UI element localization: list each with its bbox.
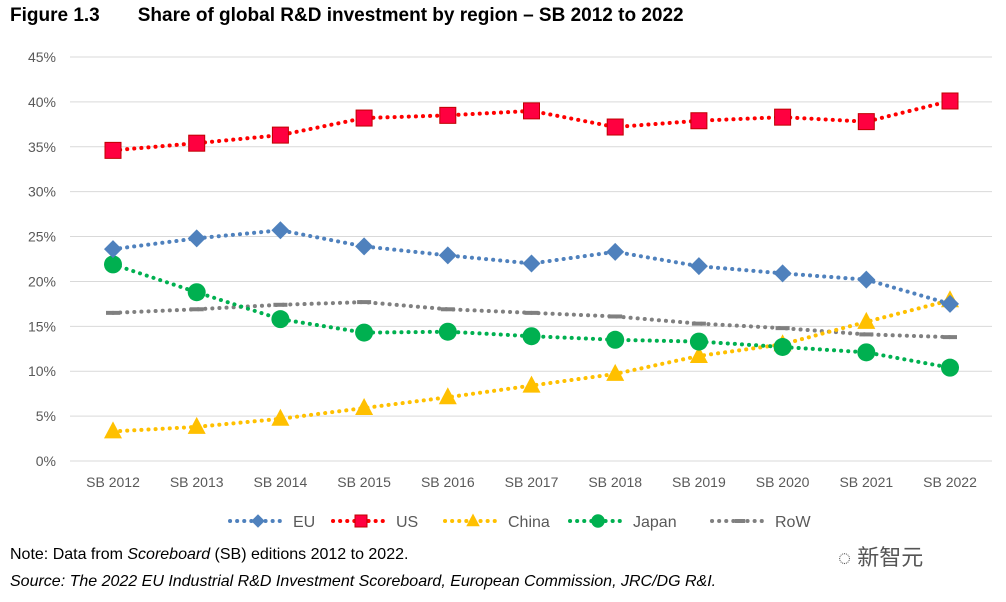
data-point-us xyxy=(774,108,792,126)
data-point-china xyxy=(689,345,708,363)
legend-marker-eu xyxy=(251,514,265,528)
data-point-us xyxy=(857,113,875,131)
y-tick-label: 15% xyxy=(28,318,56,334)
legend-label-us: US xyxy=(396,514,418,531)
title-text: Share of global R&D investment by region… xyxy=(137,5,684,26)
data-point-eu xyxy=(773,264,792,283)
data-point-eu xyxy=(522,254,541,273)
data-point-eu xyxy=(606,242,625,261)
data-point-china xyxy=(606,363,625,381)
x-tick-label: SB 2022 xyxy=(923,474,977,490)
data-point-china xyxy=(438,387,457,405)
y-tick-label: 30% xyxy=(28,184,56,200)
watermark-logo: ◌ 新智元 xyxy=(838,540,923,572)
data-point-eu xyxy=(271,221,290,240)
series-line-china xyxy=(111,298,952,434)
data-point-us xyxy=(523,102,540,120)
note-italic: Scoreboard xyxy=(127,546,211,563)
x-tick-label: SB 2020 xyxy=(756,474,810,490)
data-point-eu xyxy=(857,270,876,289)
data-point-us xyxy=(104,141,122,159)
legend-marker-us xyxy=(354,514,368,528)
data-point-us xyxy=(439,106,457,124)
legend-label-row: RoW xyxy=(775,514,811,531)
data-point-china xyxy=(857,311,876,329)
legend-label-china: China xyxy=(508,514,550,531)
data-point-us xyxy=(355,109,373,127)
legend-marker-china xyxy=(466,513,480,527)
y-tick-label: 20% xyxy=(28,273,56,289)
x-tick-label: SB 2016 xyxy=(421,474,475,490)
data-point-china xyxy=(522,375,541,393)
watermark-text: 新智元 xyxy=(857,545,924,570)
y-tick-label: 10% xyxy=(28,363,56,379)
data-point-eu xyxy=(104,240,122,259)
y-tick-label: 45% xyxy=(28,49,56,65)
x-tick-label: SB 2012 xyxy=(86,474,140,490)
x-tick-label: SB 2015 xyxy=(337,474,391,490)
x-tick-label: SB 2017 xyxy=(505,474,559,490)
data-point-japan xyxy=(773,337,792,356)
x-tick-label: SB 2013 xyxy=(170,474,224,490)
note: Note: Data from Scoreboard (SB) editions… xyxy=(10,546,408,564)
x-tick-label: SB 2021 xyxy=(839,474,893,490)
note-suffix: (SB) editions 2012 to 2022. xyxy=(210,546,409,563)
data-point-eu xyxy=(187,229,206,248)
data-point-us xyxy=(188,134,206,152)
data-point-japan xyxy=(689,332,708,351)
chart-title: Figure 1.3 Share of global R&D investment… xyxy=(10,5,684,27)
x-tick-label: SB 2014 xyxy=(254,474,308,490)
y-tick-label: 0% xyxy=(36,453,56,469)
data-point-eu xyxy=(941,294,959,313)
y-tick-label: 35% xyxy=(28,139,56,155)
data-point-japan xyxy=(355,323,374,342)
y-tick-label: 5% xyxy=(36,408,56,424)
data-point-us xyxy=(941,92,959,110)
legend-label-eu: EU xyxy=(293,514,315,531)
x-tick-label: SB 2019 xyxy=(672,474,726,490)
data-point-us xyxy=(690,112,708,130)
data-point-japan xyxy=(941,358,959,377)
data-point-japan xyxy=(522,327,541,346)
data-point-japan xyxy=(271,310,290,329)
wechat-icon: ◌ xyxy=(838,545,852,570)
data-point-us xyxy=(271,126,289,144)
data-point-china xyxy=(355,398,374,416)
data-point-china xyxy=(271,408,290,426)
data-point-eu xyxy=(689,257,708,276)
y-tick-label: 40% xyxy=(28,94,56,110)
figure-number: Figure 1.3 xyxy=(10,5,100,26)
y-tick-label: 25% xyxy=(28,229,56,245)
data-point-china xyxy=(104,421,122,439)
data-point-eu xyxy=(438,246,457,265)
data-point-us xyxy=(606,118,624,136)
data-point-japan xyxy=(438,322,457,341)
data-point-eu xyxy=(355,237,374,256)
source: Source: The 2022 EU Industrial R&D Inves… xyxy=(10,573,717,590)
data-point-japan xyxy=(606,330,625,349)
data-point-japan xyxy=(857,343,876,362)
series-line-us xyxy=(111,98,952,153)
note-prefix: Note: Data from xyxy=(10,546,128,563)
legend-label-japan: Japan xyxy=(633,514,677,531)
series-line-japan xyxy=(111,262,952,370)
series-line-eu xyxy=(111,228,952,306)
x-tick-label: SB 2018 xyxy=(588,474,642,490)
data-point-china xyxy=(187,416,206,434)
legend-marker-japan xyxy=(591,514,605,528)
data-point-japan xyxy=(104,255,122,274)
data-point-japan xyxy=(187,283,206,302)
